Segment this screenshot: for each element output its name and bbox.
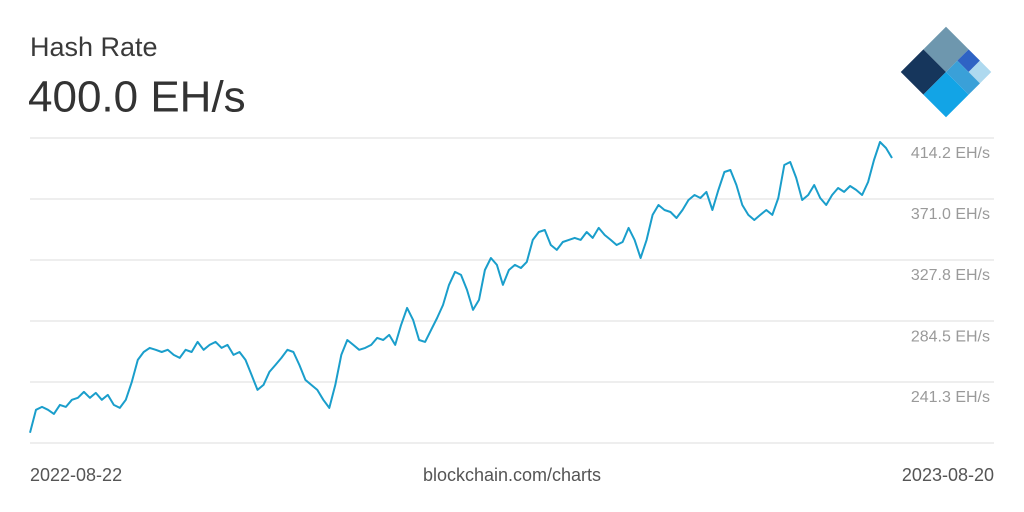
y-tick-label: 371.0 EH/s <box>911 206 990 223</box>
current-value: 400.0 EH/s <box>28 73 246 122</box>
logo-part <box>946 60 980 95</box>
y-tick-label: 327.8 EH/s <box>911 267 990 284</box>
logo-part <box>900 49 946 95</box>
x-start-label: 2022-08-22 <box>30 465 122 485</box>
logo <box>900 26 992 118</box>
y-tick-label: 414.2 EH/s <box>911 145 990 162</box>
x-end-label: 2023-08-20 <box>902 465 994 485</box>
chart-title: Hash Rate <box>30 32 158 62</box>
logo-part <box>968 60 992 84</box>
y-tick-label: 284.5 EH/s <box>911 328 990 345</box>
y-tick-label: 241.3 EH/s <box>911 389 990 406</box>
source: blockchain.com/charts <box>423 465 601 485</box>
data-line <box>29 141 893 433</box>
